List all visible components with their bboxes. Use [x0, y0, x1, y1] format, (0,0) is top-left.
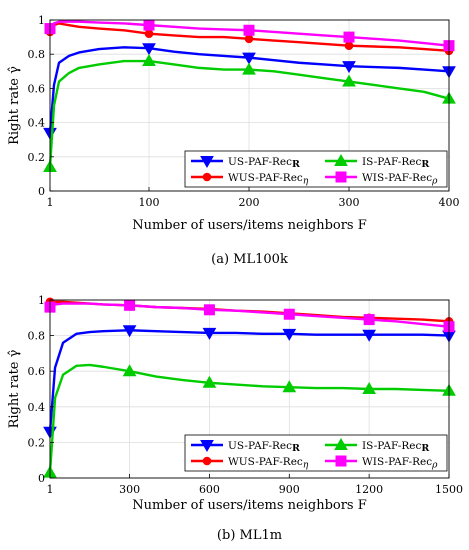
legend-marker: [200, 440, 214, 453]
x-tick-label: 300: [339, 196, 360, 209]
legend-label: WUS-PAF-Recη: [228, 172, 309, 187]
x-tick-label: 1: [47, 483, 54, 496]
legend-label: WIS-PAF-Recρ: [362, 172, 438, 187]
y-tick-label: 1: [38, 14, 45, 27]
data-point: [142, 54, 156, 67]
series-0: [43, 43, 456, 140]
series-line: [49, 20, 450, 47]
y-tick-label: 0.8: [28, 330, 46, 343]
panel-caption: (a) ML100k: [211, 252, 288, 267]
data-point: [363, 314, 375, 326]
chart-panel: 1 300 600 900 1200 1500 0 0.2 0.4 0.6 0.8 1 Number o…: [7, 294, 463, 543]
legend-item: US-PAF-RecR: [191, 156, 300, 170]
data-point: [143, 19, 155, 31]
data-point: [124, 299, 136, 311]
y-tick-label: 0.6: [28, 365, 46, 378]
y-tick-label: 0.2: [28, 436, 46, 449]
legend-box: [184, 150, 448, 188]
data-point: [362, 329, 377, 342]
data-point: [202, 375, 217, 388]
data-point: [342, 61, 356, 74]
data-point: [362, 381, 377, 394]
data-point: [342, 74, 356, 87]
y-tick-label: 0.6: [28, 82, 46, 95]
legend-item: IS-PAF-RecR: [325, 437, 429, 454]
series-line: [48, 329, 450, 432]
y-tick-label: 0.4: [28, 401, 46, 414]
legend-marker: [335, 455, 347, 467]
legend-marker: [202, 172, 212, 182]
legend-item: US-PAF-RecR: [191, 440, 300, 454]
series-3: [44, 299, 455, 333]
panel-caption: (b) ML1m: [217, 528, 282, 543]
legend-item: WUS-PAF-Recη: [191, 456, 309, 471]
legend-marker: [335, 171, 347, 183]
series-1: [43, 363, 456, 478]
legend-marker: [334, 153, 348, 166]
legend-label: US-PAF-RecR: [228, 440, 300, 454]
data-point: [242, 62, 256, 75]
y-tick-label: 0: [38, 472, 45, 485]
data-point: [144, 29, 154, 38]
series-line: [48, 22, 450, 52]
data-point: [203, 304, 215, 316]
legend-item: WIS-PAF-Recρ: [325, 171, 438, 187]
data-point: [142, 43, 156, 56]
data-point: [283, 308, 295, 320]
data-point: [343, 31, 355, 43]
legend-label: IS-PAF-RecR: [362, 156, 429, 170]
x-axis-label: Number of users/items neighbors F: [132, 498, 367, 513]
series-line: [48, 59, 450, 168]
legend-box: [184, 434, 448, 472]
legend: US-PAF-RecR IS-PAF-RecR WUS-PAF-Recη WIS-PA…: [184, 434, 448, 472]
data-point: [282, 328, 297, 341]
data-point: [242, 52, 256, 65]
y-tick-label: 0: [38, 185, 45, 198]
x-tick-label: 100: [139, 196, 160, 209]
x-tick-label: 600: [199, 483, 220, 496]
chart-panel: 1 100 200 300 400 0 0.2 0.4 0.6 0.8 1 Number of use…: [7, 14, 460, 267]
y-tick-label: 0.8: [28, 48, 46, 61]
data-point: [202, 327, 217, 340]
y-tick-label: 0.2: [28, 151, 46, 164]
x-tick-label: 400: [439, 196, 460, 209]
data-point: [282, 380, 297, 393]
axes-frame: [49, 299, 450, 479]
data-point: [122, 325, 137, 338]
axes-frame: [49, 19, 450, 192]
legend: US-PAF-RecR IS-PAF-RecR WUS-PAF-Recη WIS-PA…: [184, 150, 448, 188]
y-tick-label: 1: [38, 294, 45, 307]
legend-item: WUS-PAF-Recη: [191, 172, 309, 187]
series-line: [49, 302, 450, 328]
legend-label: WUS-PAF-Recη: [228, 456, 309, 471]
data-point: [122, 364, 137, 377]
legend-label: US-PAF-RecR: [228, 156, 300, 170]
y-tick-label: 0.4: [28, 117, 46, 130]
legend-marker: [334, 437, 348, 450]
data-point: [344, 41, 354, 50]
x-tick-label: 1500: [435, 483, 463, 496]
data-point: [243, 24, 255, 36]
x-tick-label: 200: [239, 196, 260, 209]
legend-label: WIS-PAF-Recρ: [362, 456, 438, 471]
data-point: [244, 34, 254, 44]
y-axis-label: Right rate γ̂: [7, 66, 22, 145]
y-axis-label: Right rate γ̂: [7, 349, 22, 428]
series-0: [43, 325, 456, 439]
series-line: [48, 46, 450, 133]
legend-marker: [202, 456, 212, 466]
x-tick-label: 1: [47, 196, 54, 209]
x-tick-label: 1200: [355, 483, 383, 496]
legend-marker: [200, 156, 214, 169]
x-tick-label: 300: [119, 483, 140, 496]
x-tick-label: 900: [279, 483, 300, 496]
legend-item: IS-PAF-RecR: [325, 153, 429, 170]
legend-item: WIS-PAF-Recρ: [325, 455, 438, 471]
legend-label: IS-PAF-RecR: [362, 440, 429, 454]
x-axis-label: Number of users/items neighbors F: [132, 218, 367, 233]
